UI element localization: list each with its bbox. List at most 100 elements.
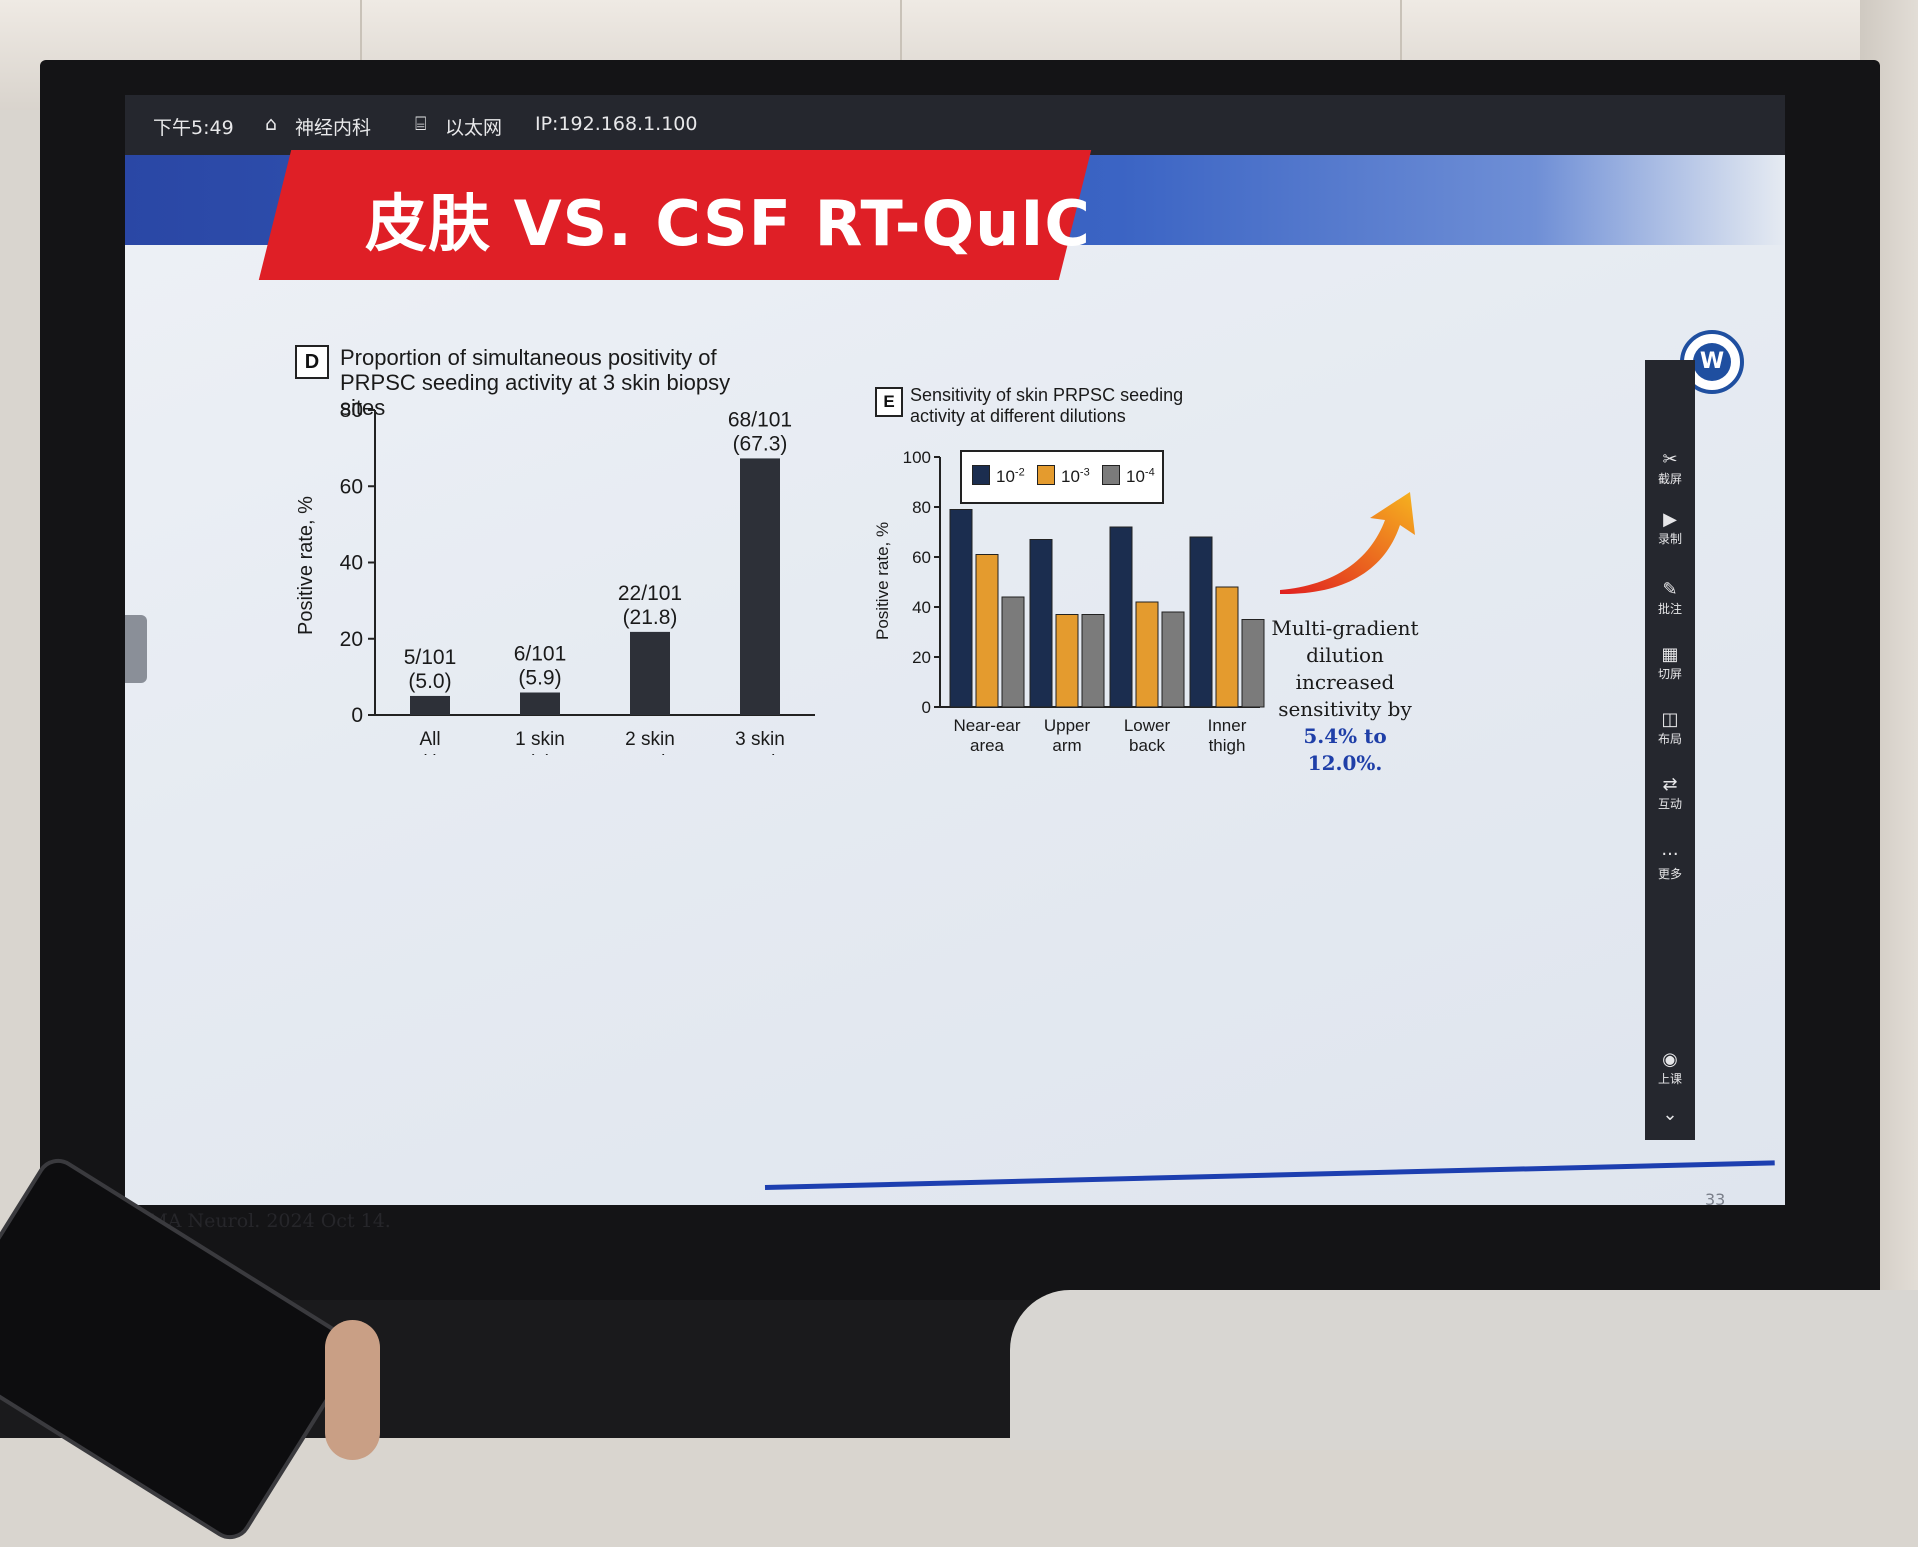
annotation-text: Multi-gradient dilution increased sensit…	[1265, 615, 1425, 777]
legend-label: 10	[1126, 467, 1145, 486]
legend-swatch	[1037, 465, 1055, 485]
chart-d-data-label: 22/101 (21.8)	[618, 582, 682, 629]
chart-e-bar	[1189, 536, 1213, 708]
status-room: 神经内科	[295, 117, 372, 139]
chart-e-y-tick-label: 80	[912, 498, 931, 517]
annotation-body: Multi-gradient dilution increased sensit…	[1271, 616, 1419, 721]
chart-e-bar	[975, 554, 999, 708]
chart-d-bar	[740, 458, 780, 715]
toolbar-label: 布局	[1657, 732, 1682, 746]
toolbar-annotate[interactable]: ✎ 批注	[1645, 580, 1695, 617]
panel-label-d: D	[295, 345, 329, 379]
slide-title: 皮肤 VS. CSF RT-QuIC	[365, 187, 1091, 260]
chart-d-category-label: 1 skin(+)	[515, 729, 565, 755]
chart-d-y-tick-label: 80	[340, 399, 363, 422]
citation: JAMA Neurol. 2024 Oct 14.	[127, 1210, 391, 1232]
chart-d-bar	[410, 695, 450, 715]
chart-e-bar	[1055, 614, 1079, 708]
toolbar-label: 互动	[1657, 797, 1682, 811]
chart-e-bar	[1029, 539, 1053, 708]
chart-e-y-tick-label: 40	[912, 598, 931, 617]
pen-icon: ✎	[1662, 579, 1678, 600]
legend-exponent: -4	[1144, 466, 1155, 479]
toolbar-label: 上课	[1657, 1072, 1682, 1086]
chevron-down-icon: ⌄	[1662, 1104, 1678, 1125]
legend-item: 10-2	[972, 465, 1025, 487]
table	[1010, 1290, 1918, 1450]
toolbar-layout[interactable]: ◫ 布局	[1645, 710, 1695, 747]
side-panel-handle[interactable]	[125, 615, 147, 683]
chart-e-y-tick-label: 100	[903, 448, 931, 467]
annotation-highlight: 5.4% to 12.0%.	[1303, 724, 1387, 775]
trend-arrow-icon	[1280, 492, 1415, 595]
legend-label: 10	[996, 467, 1015, 486]
chart-e-bar	[1241, 619, 1265, 708]
presentation-slide: 下午5:49 ⌂ 神经内科 ⌸ 以太网 IP:192.168.1.100 皮肤 …	[125, 95, 1785, 1205]
network-icon: ⌸	[415, 113, 427, 135]
chart-d-plot: 0 20 40 60 80 5/101(5.0) All(-) 6/101(5.9) 1 ski…	[340, 399, 815, 755]
chart-d-title: Proportion of simultaneous positivity of…	[340, 345, 731, 420]
chart-e-category-label: Upper arm	[1044, 716, 1091, 755]
legend-item: 10-4	[1102, 465, 1155, 487]
footer-line	[764, 1160, 1775, 1190]
layout-icon: ◫	[1661, 709, 1679, 730]
legend-item: 10-3	[1037, 465, 1090, 487]
toolbar-label: 更多	[1657, 867, 1682, 881]
chart-e-bar	[1135, 601, 1159, 708]
chart-e-bar	[1001, 596, 1025, 708]
interact-icon: ⇄	[1662, 774, 1678, 795]
chart-d-bar	[630, 631, 670, 715]
chart-d-data-label: 6/101 (5.9)	[514, 643, 567, 690]
ceiling-grid-line	[360, 0, 362, 70]
chart-e-ylabel: Positive rate, %	[873, 521, 892, 640]
video-icon: ▶	[1663, 509, 1677, 530]
seat-icon: ⌂	[265, 113, 278, 135]
presenter-toolbar: ✂ 截屏 ▶ 录制 ✎ 批注 ▦ 切屏 ◫ 布局 ⇄ 互动 ··· 更多 ◉ 上课 ⌄	[1645, 360, 1695, 1140]
chart-e-plot: 0 20 40 60 80 100 Near-ear area Upper arm Lower bac…	[903, 448, 1265, 755]
page-number: 33	[1705, 1190, 1726, 1205]
chart-d-category-label: 3 skinsamples(+)	[725, 729, 796, 755]
chart-e-category-label: Near-ear area	[953, 716, 1020, 755]
chart-e-y-tick-label: 60	[912, 548, 931, 567]
grid-icon: ▦	[1661, 644, 1679, 665]
toolbar-screenshot[interactable]: ✂ 截屏	[1645, 450, 1695, 487]
status-bar: 下午5:49 ⌂ 神经内科 ⌸ 以太网 IP:192.168.1.100	[125, 95, 1785, 155]
chart-d-y-tick-label: 40	[340, 552, 363, 575]
chart-d-y-tick-label: 20	[340, 628, 363, 651]
scissors-icon: ✂	[1662, 449, 1678, 470]
chart-d-y-tick-label: 0	[351, 704, 363, 727]
toolbar-collapse[interactable]: ⌄	[1645, 1105, 1695, 1125]
chart-e-legend: 10-2 10-3 10-4	[960, 450, 1164, 504]
chart-e-bar	[949, 509, 973, 708]
chart-d-category-label: All(-)	[419, 729, 440, 755]
status-network: 以太网	[445, 117, 503, 139]
toolbar-label: 批注	[1657, 602, 1682, 616]
legend-swatch	[972, 465, 990, 485]
toolbar-label: 切屏	[1657, 667, 1682, 681]
toolbar-switch-screen[interactable]: ▦ 切屏	[1645, 645, 1695, 682]
toolbar-record[interactable]: ▶ 录制	[1645, 510, 1695, 547]
toolbar-interact[interactable]: ⇄ 互动	[1645, 775, 1695, 812]
legend-swatch	[1102, 465, 1120, 485]
legend-exponent: -3	[1079, 466, 1090, 479]
more-icon: ···	[1661, 844, 1679, 865]
chart-e-category-label: Lower back	[1124, 716, 1171, 755]
hand	[325, 1320, 380, 1460]
status-ip: IP:192.168.1.100	[535, 113, 698, 135]
chart-e-bar	[1109, 526, 1133, 708]
ceiling-grid-line	[1400, 0, 1402, 110]
class-icon: ◉	[1662, 1049, 1678, 1070]
chart-d-category-label: 2 skinsamples(+)	[615, 729, 686, 755]
chart-e-category-label: Inner thigh	[1208, 716, 1247, 755]
chart-e-bar	[1161, 611, 1185, 708]
chart-d-y-tick-label: 60	[340, 475, 363, 498]
chart-e-bar	[1081, 614, 1105, 708]
toolbar-more[interactable]: ··· 更多	[1645, 845, 1695, 882]
chart-e-bar	[1215, 586, 1239, 708]
panel-label-e: E	[875, 387, 903, 417]
toolbar-label: 截屏	[1657, 472, 1682, 486]
chart-e-title: Sensitivity of skin PRPSC seeding activi…	[910, 385, 1184, 426]
ceiling-grid-line	[900, 0, 902, 90]
toolbar-class[interactable]: ◉ 上课	[1645, 1050, 1695, 1087]
status-time: 下午5:49	[153, 117, 234, 139]
